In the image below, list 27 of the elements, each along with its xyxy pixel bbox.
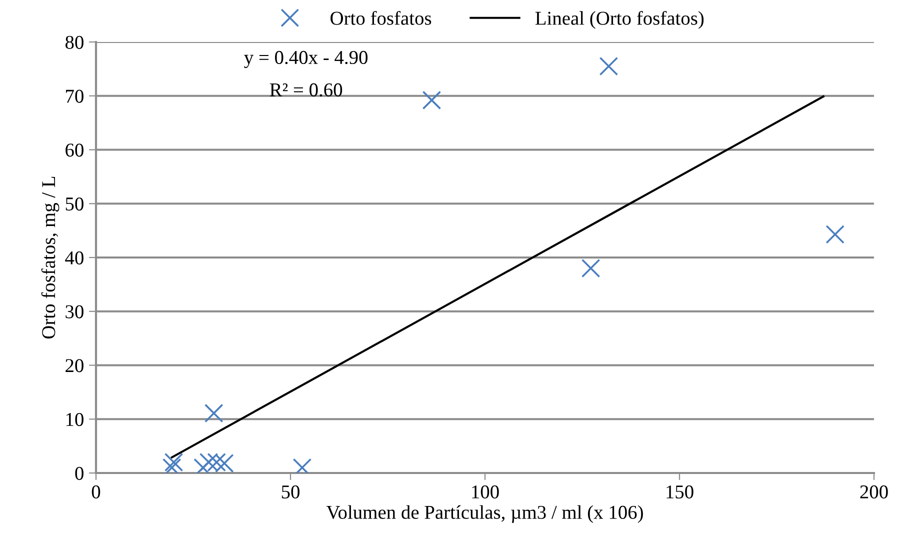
x-axis-title: Volumen de Partículas, µm3 / ml (x 106) <box>326 505 643 523</box>
x-tick-label: 50 <box>282 485 300 498</box>
point <box>581 258 600 278</box>
point <box>599 56 618 76</box>
y-tick-label: 70 <box>66 90 84 103</box>
x-tick-label: 150 <box>666 485 694 498</box>
point <box>826 224 845 244</box>
x-tick-label: 200 <box>860 485 888 498</box>
point <box>422 90 442 110</box>
y-tick-label: 0 <box>75 466 84 480</box>
y-tick-label: 30 <box>66 305 84 318</box>
point <box>164 452 184 472</box>
x-tick-label: 0 <box>92 485 100 498</box>
x-tick-label: 100 <box>472 485 499 498</box>
y-tick-label: 10 <box>66 412 84 426</box>
point <box>204 404 224 423</box>
y-tick-label: 20 <box>66 359 84 372</box>
annotation: y = 0.40x - 4.90 <box>244 50 368 68</box>
point <box>207 452 226 472</box>
y-tick-label: 80 <box>65 36 84 49</box>
annotation: R² = 0.60 <box>270 83 342 97</box>
y-tick-label: 60 <box>66 144 84 157</box>
legend-label: Orto fosfatos <box>330 10 432 25</box>
y-axis-title: Orto fosfatos, mg / L <box>41 176 60 339</box>
y-tick-label: 50 <box>66 197 84 211</box>
y-tick-label: 40 <box>65 251 84 264</box>
legend-label: Lineal (Orto fosfatos) <box>535 10 704 29</box>
